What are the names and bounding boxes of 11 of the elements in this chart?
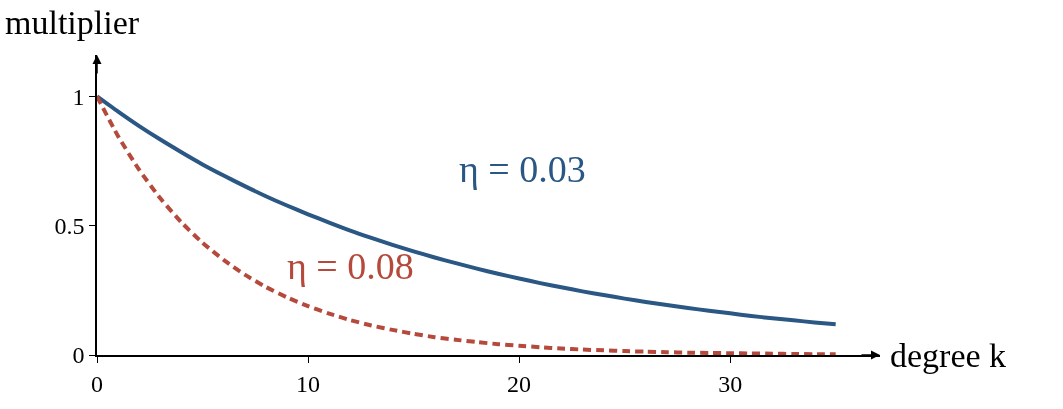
x-tick-label: 10 bbox=[296, 370, 321, 397]
x-axis-title: degree k bbox=[890, 337, 1007, 374]
x-tick-label: 0 bbox=[91, 370, 103, 397]
y-axis-title: multiplier bbox=[5, 4, 140, 41]
y-tick-label: 1 bbox=[72, 83, 85, 110]
y-tick-label: 0.5 bbox=[54, 213, 85, 240]
x-tick-label: 30 bbox=[718, 370, 743, 397]
x-tick-label: 20 bbox=[507, 370, 532, 397]
series-label: η = 0.08 bbox=[287, 245, 414, 287]
y-tick-label: 0 bbox=[72, 342, 85, 369]
series-label: η = 0.03 bbox=[459, 148, 586, 190]
